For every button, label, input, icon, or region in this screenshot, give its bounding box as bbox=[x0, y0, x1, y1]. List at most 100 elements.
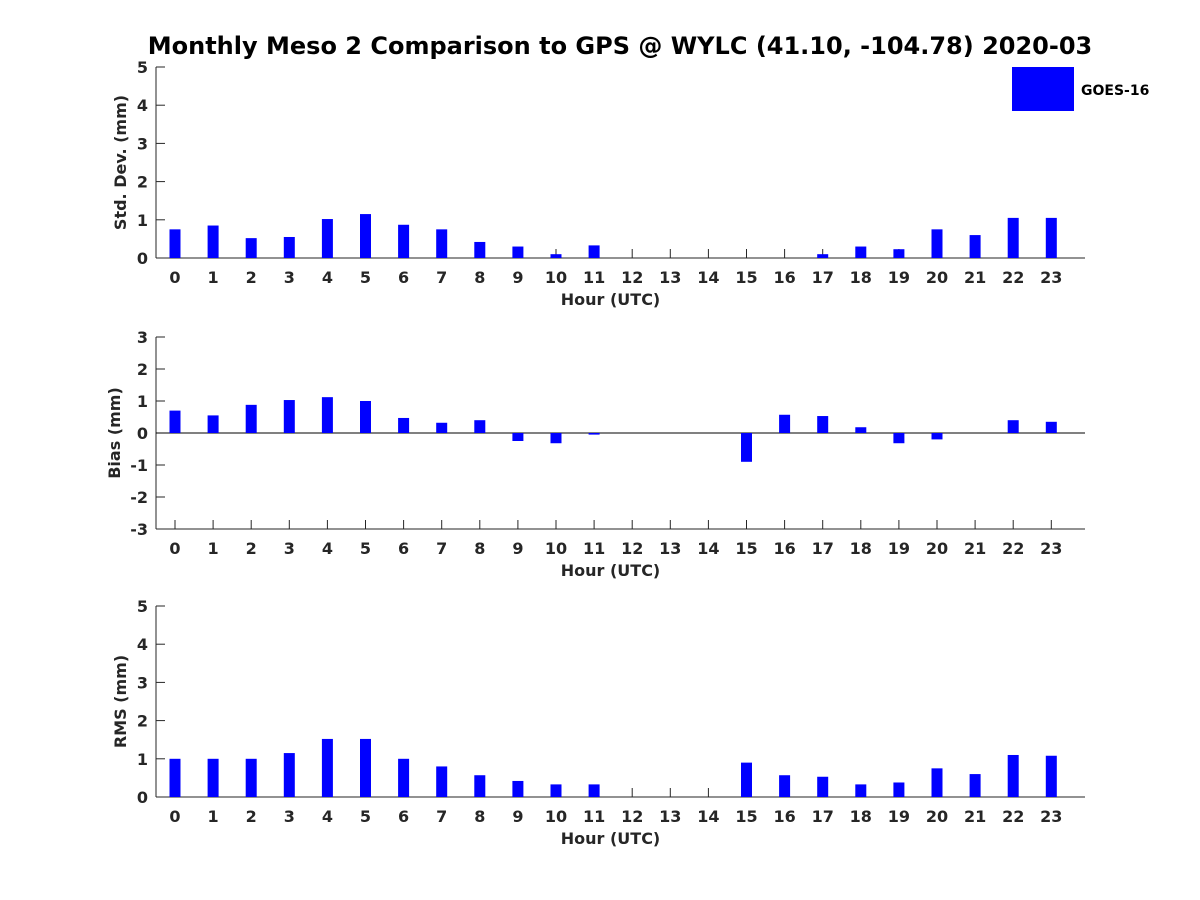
rms-bar-20 bbox=[931, 768, 943, 797]
bias-bar-10 bbox=[550, 433, 562, 444]
std-dev-ytick-label: 1 bbox=[137, 211, 148, 230]
rms-ytick-label: 3 bbox=[137, 673, 148, 692]
legend-label: GOES-16 bbox=[1081, 83, 1149, 99]
rms-xtick-label: 17 bbox=[812, 807, 834, 826]
bias-ylabel: Bias (mm) bbox=[105, 387, 124, 479]
rms-xtick-label: 0 bbox=[169, 807, 180, 826]
std-dev-xtick-label: 5 bbox=[360, 268, 371, 287]
std-dev-bar-20 bbox=[931, 229, 943, 258]
rms-xtick-label: 21 bbox=[964, 807, 986, 826]
bias-xtick-label: 19 bbox=[888, 539, 910, 558]
std-dev-xtick-label: 18 bbox=[850, 268, 872, 287]
rms-bar-2 bbox=[245, 758, 257, 797]
rms-bar-8 bbox=[474, 775, 486, 797]
std-dev-bar-23 bbox=[1045, 217, 1057, 258]
std-dev-bar-4 bbox=[321, 219, 333, 258]
std-dev-ylabel: Std. Dev. (mm) bbox=[111, 95, 130, 230]
rms-bar-22 bbox=[1007, 754, 1019, 797]
rms-bar-9 bbox=[512, 780, 524, 797]
std-dev-ytick-label: 4 bbox=[137, 96, 148, 115]
bias-xtick-label: 12 bbox=[621, 539, 643, 558]
std-dev-bar-22 bbox=[1007, 217, 1019, 258]
bias-xtick-label: 4 bbox=[322, 539, 333, 558]
rms-bar-10 bbox=[550, 784, 562, 797]
rms-xtick-label: 8 bbox=[474, 807, 485, 826]
bias-bar-1 bbox=[207, 415, 219, 433]
legend: GOES-16 bbox=[1012, 67, 1149, 111]
chart-title: Monthly Meso 2 Comparison to GPS @ WYLC … bbox=[148, 32, 1092, 60]
std-dev-bar-8 bbox=[474, 241, 486, 258]
bias-xtick-label: 11 bbox=[583, 539, 605, 558]
std-dev-xtick-label: 22 bbox=[1002, 268, 1024, 287]
bias-xtick-label: 6 bbox=[398, 539, 409, 558]
bias-xtick-label: 14 bbox=[697, 539, 719, 558]
std-dev-xtick-label: 9 bbox=[512, 268, 523, 287]
std-dev-xtick-label: 6 bbox=[398, 268, 409, 287]
rms-bar-16 bbox=[779, 775, 791, 797]
rms-ylabel: RMS (mm) bbox=[111, 655, 130, 748]
std-dev-bar-10 bbox=[550, 254, 562, 258]
rms-xtick-label: 10 bbox=[545, 807, 567, 826]
bias-bar-16 bbox=[779, 414, 791, 433]
bias-ytick-label: -1 bbox=[130, 456, 148, 475]
rms-bar-19 bbox=[893, 782, 905, 797]
rms-xtick-label: 14 bbox=[697, 807, 719, 826]
rms-bar-11 bbox=[588, 784, 600, 797]
bias-bar-9 bbox=[512, 433, 524, 441]
bias-xtick-label: 16 bbox=[773, 539, 795, 558]
std-dev-ytick-label: 2 bbox=[137, 173, 148, 192]
rms-xtick-label: 2 bbox=[246, 807, 257, 826]
rms-bar-15 bbox=[741, 762, 752, 797]
bias-xtick-label: 3 bbox=[284, 539, 295, 558]
bias-xtick-label: 8 bbox=[474, 539, 485, 558]
bias-xtick-label: 9 bbox=[512, 539, 523, 558]
std-dev-bar-1 bbox=[207, 225, 219, 258]
rms-xtick-label: 5 bbox=[360, 807, 371, 826]
bias-bar-20 bbox=[931, 433, 943, 440]
bias-xtick-label: 15 bbox=[735, 539, 757, 558]
rms-bar-18 bbox=[855, 784, 867, 797]
std-dev-bar-2 bbox=[245, 238, 257, 258]
bias-ytick-label: -2 bbox=[130, 488, 148, 507]
bias-bar-7 bbox=[436, 422, 448, 433]
std-dev-xtick-label: 16 bbox=[773, 268, 795, 287]
std-dev-xtick-label: 12 bbox=[621, 268, 643, 287]
bias-xtick-label: 22 bbox=[1002, 539, 1024, 558]
rms-ytick-label: 1 bbox=[137, 750, 148, 769]
rms-xtick-label: 6 bbox=[398, 807, 409, 826]
std-dev-bar-17 bbox=[817, 254, 829, 258]
std-dev-xtick-label: 13 bbox=[659, 268, 681, 287]
bias-ytick-label: 0 bbox=[137, 424, 148, 443]
std-dev-xtick-label: 21 bbox=[964, 268, 986, 287]
bias-bar-4 bbox=[321, 397, 333, 433]
std-dev-xtick-label: 7 bbox=[436, 268, 447, 287]
bias-xtick-label: 17 bbox=[812, 539, 834, 558]
rms-bar-5 bbox=[360, 738, 371, 797]
rms-ytick-label: 4 bbox=[137, 635, 148, 654]
bias-bar-22 bbox=[1007, 420, 1019, 433]
std-dev-ytick-label: 5 bbox=[137, 58, 148, 77]
rms-xtick-label: 20 bbox=[926, 807, 948, 826]
bias-xtick-label: 1 bbox=[208, 539, 219, 558]
bias-xtick-label: 5 bbox=[360, 539, 371, 558]
bias-xtick-label: 21 bbox=[964, 539, 986, 558]
rms-xtick-label: 15 bbox=[735, 807, 757, 826]
std-dev-bar-6 bbox=[398, 224, 410, 258]
rms-xtick-label: 16 bbox=[773, 807, 795, 826]
rms-xtick-label: 22 bbox=[1002, 807, 1024, 826]
rms-xtick-label: 11 bbox=[583, 807, 605, 826]
rms-ytick-label: 2 bbox=[137, 712, 148, 731]
rms-xtick-label: 7 bbox=[436, 807, 447, 826]
bias-bar-15 bbox=[741, 433, 752, 462]
bias-ytick-label: 2 bbox=[137, 360, 148, 379]
rms-xtick-label: 1 bbox=[208, 807, 219, 826]
std-dev-xtick-label: 1 bbox=[208, 268, 219, 287]
std-dev-bar-5 bbox=[360, 214, 371, 258]
std-dev-xtick-label: 8 bbox=[474, 268, 485, 287]
bias-bar-19 bbox=[893, 433, 905, 444]
rms-xtick-label: 19 bbox=[888, 807, 910, 826]
std-dev-xtick-label: 15 bbox=[735, 268, 757, 287]
rms-xtick-label: 3 bbox=[284, 807, 295, 826]
std-dev-bar-18 bbox=[855, 246, 867, 258]
